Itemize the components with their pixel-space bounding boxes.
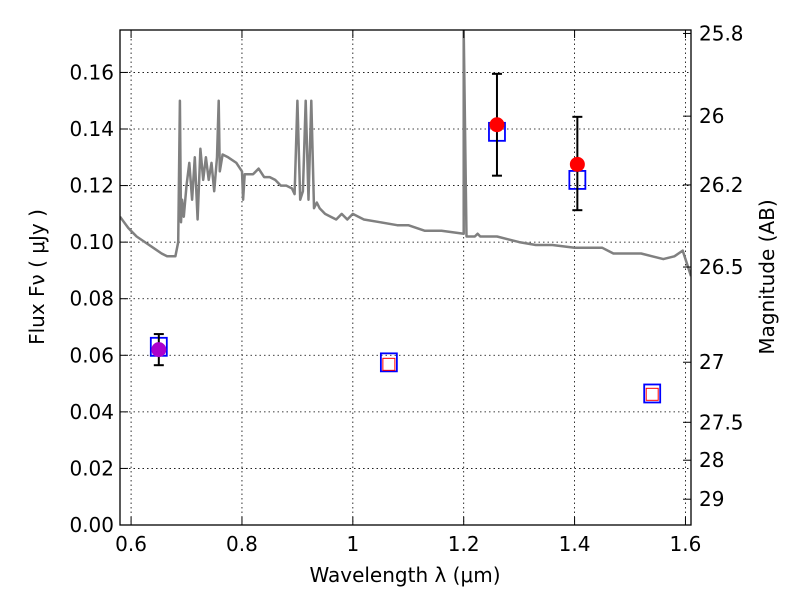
y-tick-label: 0.04 (69, 400, 114, 424)
model-photometry-square (379, 352, 398, 373)
y2-tick-label: 26.5 (699, 255, 744, 279)
axes-frame (119, 29, 692, 526)
y2-tick-label: 27 (699, 350, 724, 374)
y2-axis-title: Magnitude (AB) (755, 199, 779, 354)
y2-tick-label: 26 (699, 104, 724, 128)
predicted-flux-square (645, 387, 659, 401)
y2-tick-label: 29 (699, 487, 724, 511)
observed-flux-point (151, 342, 167, 358)
y-tick-label: 0.16 (69, 60, 114, 84)
x-tick-label: 1 (346, 532, 359, 556)
y-tick-label: 0.00 (69, 513, 114, 537)
observed-flux-point (569, 156, 585, 172)
y2-tick-label: 25.8 (699, 21, 744, 45)
x-tick-label: 0.6 (115, 532, 147, 556)
y-tick-label: 0.02 (69, 456, 114, 480)
plot-area (120, 30, 691, 404)
x-tick-label: 0.8 (226, 532, 258, 556)
y-tick-label: 0.06 (69, 343, 114, 367)
y2-tick-label: 28 (699, 448, 724, 472)
tick-layer: 0.6 0.8 1 1.2 1.4 1.6 0.00 0.02 0.04 0.06 0.08 0.10… (69, 21, 743, 556)
x-tick-label: 1.4 (559, 532, 591, 556)
y2-tick-label: 26.2 (699, 173, 744, 197)
y-tick-label: 0.12 (69, 174, 114, 198)
y-tick-label: 0.10 (69, 230, 114, 254)
model-photometry-square (643, 383, 662, 404)
x-tick-label: 1.2 (448, 532, 480, 556)
x-tick-label: 1.6 (670, 532, 702, 556)
y-tick-label: 0.14 (69, 117, 114, 141)
y2-tick-label: 27.5 (699, 410, 744, 434)
y-axis-title: Flux Fν ( μJy ) (25, 209, 49, 345)
observed-flux-point (489, 117, 505, 133)
spectrum-line (120, 30, 691, 277)
y-tick-label: 0.08 (69, 287, 114, 311)
x-axis-title: Wavelength λ (μm) (309, 563, 500, 587)
grid-layer (120, 30, 691, 526)
predicted-flux-square (382, 357, 396, 371)
